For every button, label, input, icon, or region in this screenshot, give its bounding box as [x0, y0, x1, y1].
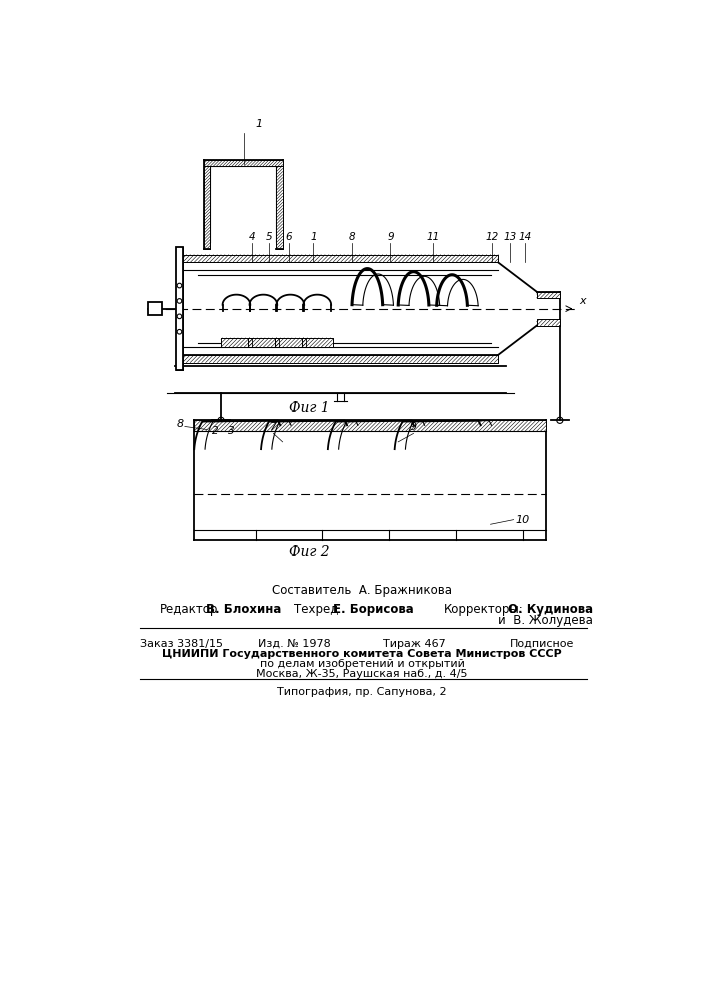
Circle shape [218, 417, 224, 423]
Bar [302, 338, 333, 347]
Bar [537, 292, 560, 298]
Bar [148, 303, 161, 314]
Text: Подписное: Подписное [510, 639, 574, 649]
Bar [248, 338, 279, 347]
Text: Изд. № 1978: Изд. № 1978 [258, 639, 331, 649]
Text: 7: 7 [270, 422, 277, 432]
Bar [148, 302, 162, 315]
Bar [537, 319, 560, 326]
Text: Фиг 1: Фиг 1 [289, 401, 330, 415]
Text: В. Блохина: В. Блохина [206, 603, 281, 616]
Text: Редактор: Редактор [160, 603, 218, 616]
Bar [148, 303, 161, 314]
Bar [276, 166, 283, 249]
Text: Типография, пр. Сапунова, 2: Типография, пр. Сапунова, 2 [277, 687, 447, 697]
Bar [176, 247, 182, 370]
Text: 9: 9 [410, 422, 417, 432]
Text: 12: 12 [486, 232, 498, 242]
Circle shape [177, 283, 182, 288]
Text: О. Кудинова: О. Кудинова [508, 603, 593, 616]
Bar [182, 255, 498, 262]
Text: x: x [579, 296, 585, 306]
Text: Техред: Техред [294, 603, 339, 616]
Text: 2: 2 [211, 426, 218, 436]
Text: 13: 13 [503, 232, 516, 242]
Bar [182, 355, 498, 363]
Bar [221, 338, 252, 347]
Text: Тираж 467: Тираж 467 [382, 639, 445, 649]
Text: Фиг 2: Фиг 2 [289, 545, 330, 559]
Bar [176, 247, 182, 370]
Bar [204, 166, 210, 249]
Text: 1: 1 [310, 232, 317, 242]
Circle shape [177, 329, 182, 334]
Text: и  В. Жолудева: и В. Жолудева [498, 614, 593, 627]
Text: 3: 3 [228, 426, 234, 436]
Text: Корректоры:: Корректоры: [444, 603, 524, 616]
Text: Составитель  А. Бражникова: Составитель А. Бражникова [272, 584, 452, 597]
Bar [248, 338, 279, 347]
Text: 4: 4 [249, 232, 255, 242]
Bar [221, 338, 252, 347]
Bar [204, 166, 210, 249]
Text: ЦНИИПИ Государственного комитета Совета Министров СССР: ЦНИИПИ Государственного комитета Совета … [162, 649, 562, 659]
Bar [276, 166, 283, 249]
Circle shape [177, 314, 182, 319]
Bar [275, 338, 305, 347]
Bar [204, 160, 283, 166]
Text: 6: 6 [286, 232, 292, 242]
Text: Москва, Ж-35, Раушская наб., д. 4/5: Москва, Ж-35, Раушская наб., д. 4/5 [256, 669, 468, 679]
Text: 14: 14 [518, 232, 532, 242]
Text: 9: 9 [387, 232, 394, 242]
Text: по делам изобретений и открытий: по делам изобретений и открытий [259, 659, 464, 669]
Circle shape [557, 417, 563, 423]
Bar [204, 160, 283, 166]
Text: 5: 5 [265, 232, 272, 242]
Bar [182, 355, 498, 363]
Bar [176, 247, 182, 370]
Bar [194, 420, 546, 431]
Bar [194, 420, 546, 431]
Bar [302, 338, 333, 347]
Bar [537, 319, 560, 326]
Bar [275, 338, 305, 347]
Text: 10: 10 [515, 515, 530, 525]
Text: 8: 8 [349, 232, 355, 242]
Text: 8: 8 [177, 419, 184, 429]
Text: Е. Борисова: Е. Борисова [333, 603, 414, 616]
Text: Заказ 3381/15: Заказ 3381/15 [140, 639, 223, 649]
Bar [537, 292, 560, 298]
Text: 11: 11 [426, 232, 440, 242]
Text: 1: 1 [256, 119, 263, 129]
Circle shape [177, 299, 182, 303]
Bar [182, 255, 498, 262]
